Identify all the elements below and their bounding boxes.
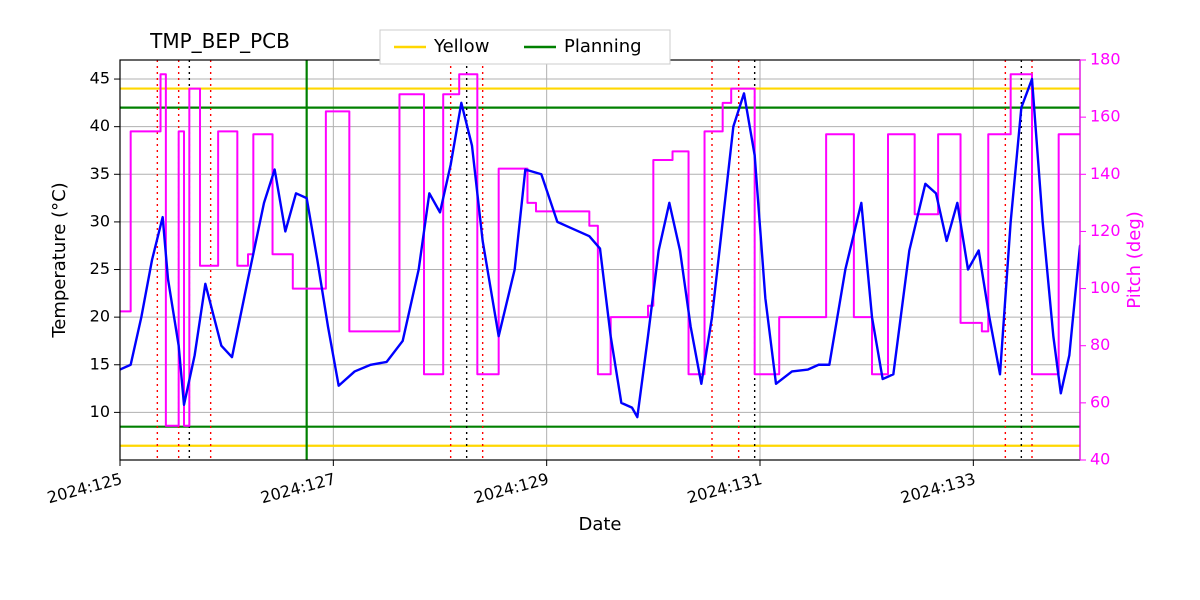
y-left-tick-label: 45 [90, 69, 110, 88]
y-right-tick-label: 160 [1090, 107, 1121, 126]
x-axis-label: Date [578, 514, 621, 535]
y-left-tick-label: 40 [90, 116, 110, 135]
y-right-tick-label: 80 [1090, 335, 1110, 354]
y-right-tick-label: 120 [1090, 221, 1121, 240]
y-left-tick-label: 15 [90, 354, 110, 373]
x-tick-label: 2024:125 [45, 469, 124, 507]
y-right-tick-label: 180 [1090, 50, 1121, 69]
y-left-tick-label: 10 [90, 402, 110, 421]
legend-label: Yellow [433, 36, 489, 57]
y-left-tick-label: 20 [90, 307, 110, 326]
y-right-tick-label: 60 [1090, 392, 1110, 411]
x-tick-label: 2024:133 [899, 469, 978, 507]
y-right-axis-label: Pitch (deg) [1124, 211, 1145, 309]
x-tick-label: 2024:131 [685, 469, 764, 507]
y-right-tick-label: 140 [1090, 164, 1121, 183]
legend-label: Planning [564, 36, 642, 57]
y-left-tick-label: 35 [90, 164, 110, 183]
chart-figure: 2024:125 2024:127 2024:129 2024:131 2024:133… [0, 0, 1200, 600]
chart-title: TMP_BEP_PCB [149, 29, 290, 53]
x-tick-label: 2024:127 [259, 469, 338, 507]
y-left-tick-label: 25 [90, 259, 110, 278]
x-tick-label: 2024:129 [472, 469, 551, 507]
y-left-axis-label: Temperature (°C) [49, 182, 70, 338]
y-left-tick-label: 30 [90, 211, 110, 230]
y-right-tick-label: 40 [1090, 450, 1110, 469]
y-right-tick-label: 100 [1090, 278, 1121, 297]
chart-svg: 2024:125 2024:127 2024:129 2024:131 2024:133… [0, 0, 1200, 600]
